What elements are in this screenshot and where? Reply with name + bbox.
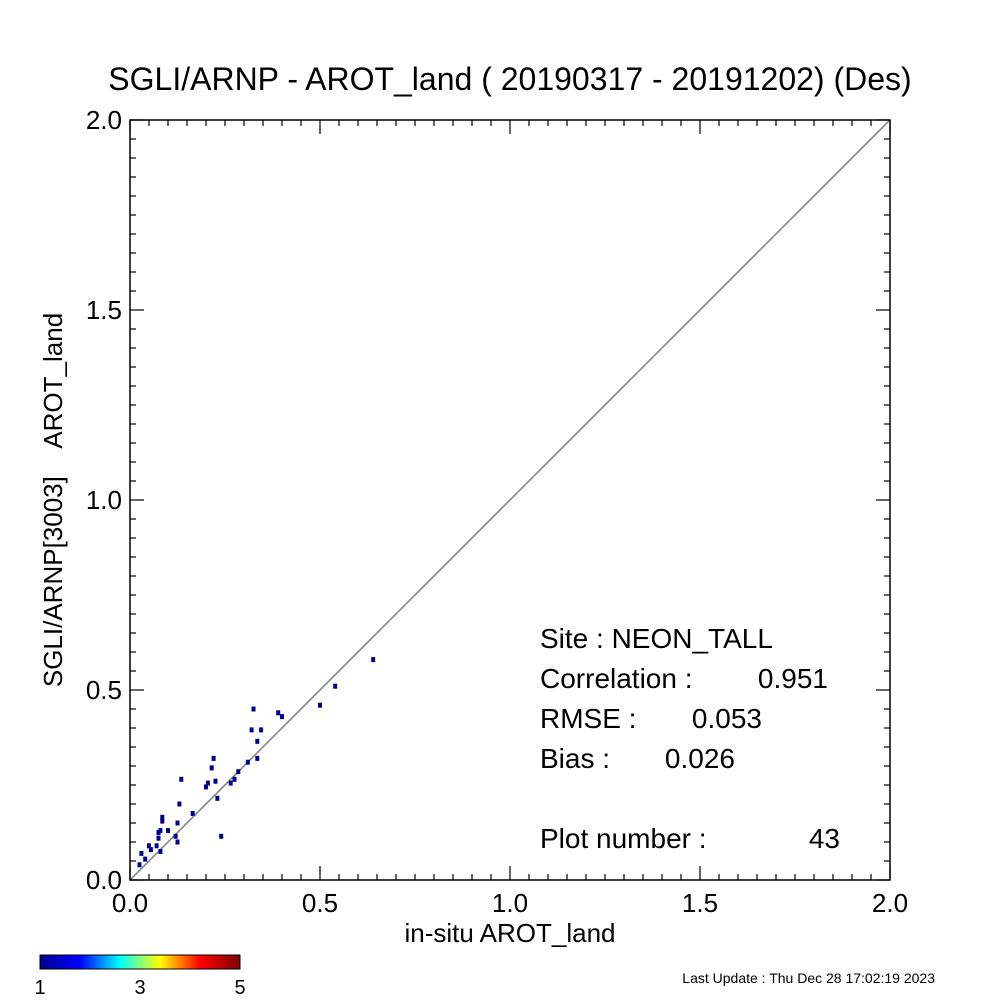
plot-number-label: Plot number :	[540, 823, 707, 854]
scatter-points	[137, 657, 376, 868]
scatter-point	[232, 776, 237, 782]
site-label: Site : NEON_TALL	[540, 623, 773, 654]
plot-number-value: 43	[809, 823, 840, 854]
axis-ticks	[129, 119, 891, 881]
x-tick-label: 1.5	[682, 888, 718, 918]
scatter-point	[276, 710, 281, 716]
y-tick-label: 0.5	[86, 675, 122, 705]
y-tick-labels: 0.0 0.5 1.0 1.5 2.0	[86, 105, 122, 895]
scatter-point	[371, 657, 376, 663]
scatter-point	[259, 727, 264, 733]
plot-frame	[129, 119, 891, 881]
scatter-point	[160, 818, 165, 824]
scatter-point	[158, 849, 163, 854]
scatter-point	[280, 714, 284, 720]
y-tick-label: 0.0	[86, 865, 122, 895]
colorbar-tick-label: 5	[234, 977, 245, 999]
scatter-point	[228, 780, 233, 786]
x-tick-label: 1.0	[492, 888, 528, 918]
scatter-point	[177, 801, 182, 807]
scatter-point	[251, 706, 256, 712]
scatter-point	[139, 850, 144, 856]
colorbar-tick-label: 1	[34, 977, 45, 999]
rmse-value: 0.053	[692, 703, 762, 734]
x-axis-label: in-situ AROT_land	[405, 918, 616, 948]
scatter-point	[148, 847, 153, 853]
scatter-point	[333, 683, 338, 689]
scatter-point	[205, 780, 210, 786]
scatter-point	[166, 828, 170, 834]
scatter-point	[175, 839, 180, 845]
scatter-point	[175, 820, 180, 826]
scatter-point	[190, 811, 195, 816]
scatter-point	[219, 833, 224, 839]
scatter-point	[255, 738, 260, 744]
colorbar-tick-label: 3	[134, 977, 145, 999]
colorbar-tick-labels: 1 3 5	[34, 977, 245, 999]
stats-panel: Site : NEON_TALL Correlation : 0.951 RMS…	[540, 623, 840, 854]
scatter-point	[204, 784, 208, 790]
scatter-point	[215, 795, 220, 801]
scatter-point	[236, 769, 241, 775]
scatter-point	[154, 843, 159, 849]
rmse-label: RMSE :	[540, 703, 636, 734]
y-tick-label: 1.5	[86, 295, 122, 325]
scatter-point	[211, 755, 216, 761]
x-tick-label: 0.0	[112, 888, 148, 918]
x-tick-label: 2.0	[872, 888, 908, 918]
x-tick-labels: 0.0 0.5 1.0 1.5 2.0	[112, 888, 908, 918]
bias-value: 0.026	[665, 743, 735, 774]
one-to-one-line	[129, 119, 891, 881]
scatter-point	[158, 828, 163, 834]
colorbar-bar	[39, 954, 241, 970]
correlation-label: Correlation :	[540, 663, 693, 694]
y-tick-label: 2.0	[86, 105, 122, 135]
scatter-point	[160, 814, 165, 820]
chart-title: SGLI/ARNP - AROT_land ( 20190317 - 20191…	[108, 61, 911, 97]
correlation-value: 0.951	[758, 663, 828, 694]
y-tick-label: 1.0	[86, 485, 122, 515]
scatter-point	[147, 843, 151, 849]
scatter-point	[156, 835, 161, 841]
scatter-point	[245, 759, 250, 765]
last-update: Last Update : Thu Dec 28 17:02:19 2023	[682, 970, 935, 986]
scatter-point	[137, 862, 142, 868]
scatter-point	[143, 856, 148, 862]
scatter-point	[173, 833, 178, 839]
scatter-point	[209, 765, 214, 771]
scatter-point	[213, 778, 218, 784]
x-tick-label: 0.5	[302, 888, 338, 918]
colorbar: 1 3 5	[34, 954, 246, 999]
scatter-point	[249, 727, 254, 733]
scatter-point	[179, 776, 184, 782]
bias-label: Bias :	[540, 743, 610, 774]
scatter-point	[255, 755, 260, 761]
y-axis-label: SGLI/ARNP[3003] AROT_land	[38, 313, 68, 687]
scatter-point	[318, 702, 322, 708]
